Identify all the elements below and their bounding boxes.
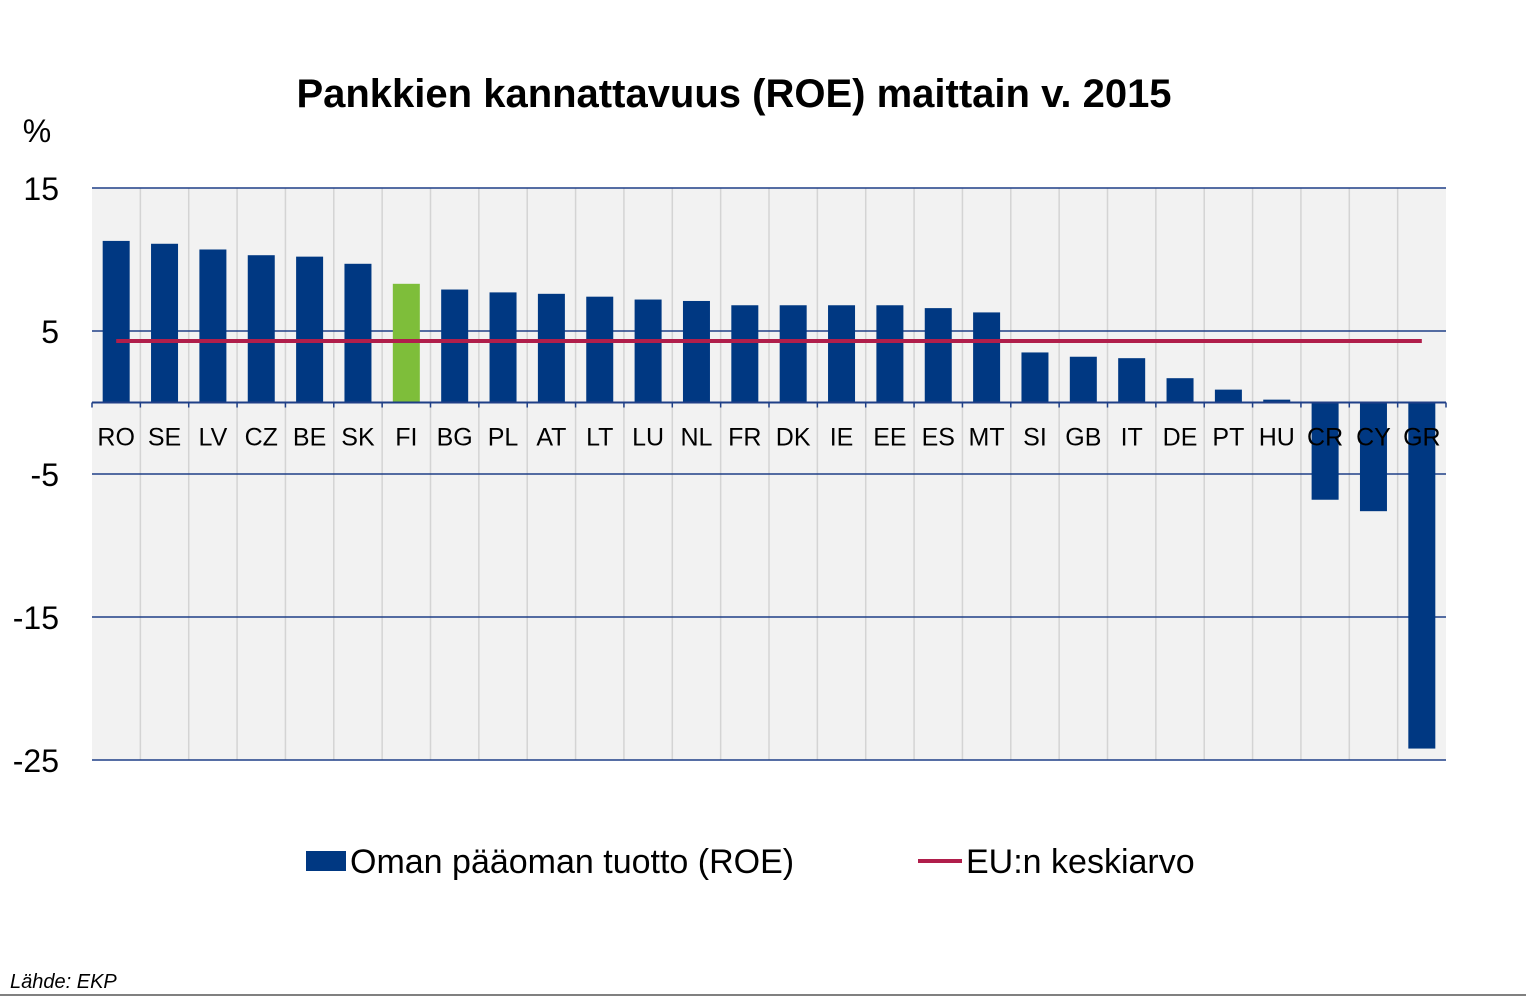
y-tick-label: 5 xyxy=(41,314,59,350)
y-tick-label: -25 xyxy=(13,743,59,779)
bar-si xyxy=(1021,352,1049,403)
bar-es xyxy=(924,308,952,403)
bar-fr xyxy=(731,305,759,403)
category-label-es: ES xyxy=(922,424,955,452)
y-tick-label: 15 xyxy=(23,171,59,207)
bar-be xyxy=(296,256,324,403)
category-label-at: AT xyxy=(536,424,566,452)
category-labels: RO SE LV CZ BE SK FI BG PL AT LT LU NL FR DK IE EE ES MT SI… xyxy=(97,424,1440,452)
bar-pl xyxy=(489,292,517,403)
category-label-cr: CR xyxy=(1307,424,1343,452)
legend-bar-swatch xyxy=(306,851,346,871)
bar-lu xyxy=(634,299,662,403)
y-tick-label: -5 xyxy=(31,457,59,493)
bar-bg xyxy=(441,289,469,403)
bar-cz xyxy=(247,255,275,403)
chart-title: Pankkien kannattavuus (ROE) maittain v. … xyxy=(296,72,1171,116)
bar-mt xyxy=(973,312,1001,403)
bar-ro xyxy=(102,240,130,403)
category-label-ee: EE xyxy=(873,424,906,452)
category-label-lu: LU xyxy=(632,424,664,452)
bar-it xyxy=(1118,358,1146,403)
category-label-mt: MT xyxy=(969,424,1005,452)
y-tick-labels: 15 5 -5 -15 -25 xyxy=(13,171,59,779)
bar-cy xyxy=(1359,402,1387,512)
category-label-pl: PL xyxy=(488,424,519,452)
bar-cr xyxy=(1311,402,1339,500)
category-label-lt: LT xyxy=(586,424,613,452)
bar-de xyxy=(1166,378,1194,403)
category-label-se: SE xyxy=(148,424,181,452)
category-label-pt: PT xyxy=(1212,424,1244,452)
bar-gb xyxy=(1069,356,1097,403)
bar-pt xyxy=(1214,389,1242,403)
category-label-nl: NL xyxy=(680,424,712,452)
category-label-hu: HU xyxy=(1259,424,1295,452)
category-label-ro: RO xyxy=(97,424,135,452)
horizontal-gridlines xyxy=(92,187,1446,761)
legend-line-label: EU:n keskiarvo xyxy=(966,843,1195,881)
bar-ee xyxy=(876,305,904,403)
bar-nl xyxy=(682,300,710,403)
category-label-be: BE xyxy=(293,424,326,452)
category-label-fi: FI xyxy=(395,424,417,452)
bar-gr xyxy=(1408,402,1436,749)
bar-lt xyxy=(586,296,614,403)
legend-bar-label: Oman pääoman tuotto (ROE) xyxy=(350,843,794,881)
bar-lv xyxy=(199,249,227,403)
bar-at xyxy=(537,293,565,403)
bar-ie xyxy=(828,305,856,403)
category-label-dk: DK xyxy=(776,424,811,452)
source-note: Lähde: EKP xyxy=(10,971,117,993)
bar-fi xyxy=(392,283,420,403)
legend: Oman pääoman tuotto (ROE) EU:n keskiarvo xyxy=(306,843,1195,881)
category-label-ie: IE xyxy=(830,424,854,452)
category-label-cy: CY xyxy=(1356,424,1391,452)
category-label-gb: GB xyxy=(1065,424,1101,452)
category-label-gr: GR xyxy=(1403,424,1441,452)
category-label-fr: FR xyxy=(728,424,761,452)
bar-se xyxy=(151,243,179,403)
category-label-bg: BG xyxy=(437,424,473,452)
category-label-sk: SK xyxy=(341,424,375,452)
bar-sk xyxy=(344,263,372,403)
category-label-de: DE xyxy=(1163,424,1198,452)
category-label-cz: CZ xyxy=(245,424,278,452)
category-label-lv: LV xyxy=(199,424,228,452)
category-label-it: IT xyxy=(1121,424,1143,452)
bar-dk xyxy=(779,305,807,403)
bar-hu xyxy=(1263,399,1291,403)
category-label-si: SI xyxy=(1023,424,1047,452)
y-tick-label: -15 xyxy=(13,600,59,636)
y-axis-unit: % xyxy=(23,113,51,149)
bars xyxy=(91,240,1447,749)
